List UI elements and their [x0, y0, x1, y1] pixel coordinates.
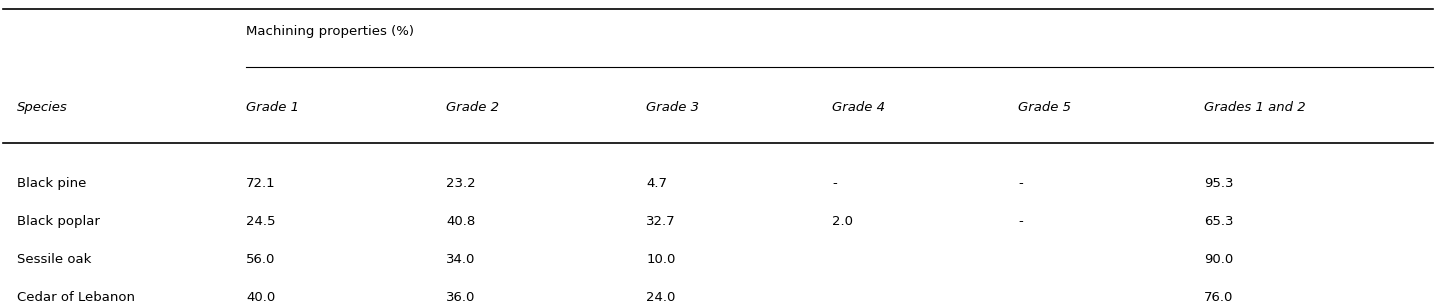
Text: -: - [833, 177, 837, 190]
Text: Grade 4: Grade 4 [833, 101, 886, 114]
Text: 4.7: 4.7 [646, 177, 668, 190]
Text: Grade 2: Grade 2 [447, 101, 500, 114]
Text: Grade 1: Grade 1 [246, 101, 299, 114]
Text: Black pine: Black pine [17, 177, 86, 190]
Text: -: - [1018, 177, 1022, 190]
Text: Black poplar: Black poplar [17, 215, 101, 228]
Text: 2.0: 2.0 [833, 215, 853, 228]
Text: Grade 3: Grade 3 [646, 101, 699, 114]
Text: 36.0: 36.0 [447, 291, 475, 304]
Text: Species: Species [17, 101, 67, 114]
Text: 23.2: 23.2 [447, 177, 475, 190]
Text: 40.8: 40.8 [447, 215, 475, 228]
Text: Machining properties (%): Machining properties (%) [246, 25, 414, 38]
Text: 10.0: 10.0 [646, 253, 676, 266]
Text: 24.5: 24.5 [246, 215, 276, 228]
Text: 24.0: 24.0 [646, 291, 676, 304]
Text: -: - [1018, 215, 1022, 228]
Text: 72.1: 72.1 [246, 177, 276, 190]
Text: 90.0: 90.0 [1205, 253, 1234, 266]
Text: Sessile oak: Sessile oak [17, 253, 92, 266]
Text: 32.7: 32.7 [646, 215, 676, 228]
Text: 76.0: 76.0 [1205, 291, 1234, 304]
Text: 56.0: 56.0 [246, 253, 276, 266]
Text: Cedar of Lebanon: Cedar of Lebanon [17, 291, 135, 304]
Text: 34.0: 34.0 [447, 253, 475, 266]
Text: 65.3: 65.3 [1205, 215, 1234, 228]
Text: 95.3: 95.3 [1205, 177, 1234, 190]
Text: 40.0: 40.0 [246, 291, 276, 304]
Text: Grades 1 and 2: Grades 1 and 2 [1205, 101, 1305, 114]
Text: Grade 5: Grade 5 [1018, 101, 1071, 114]
